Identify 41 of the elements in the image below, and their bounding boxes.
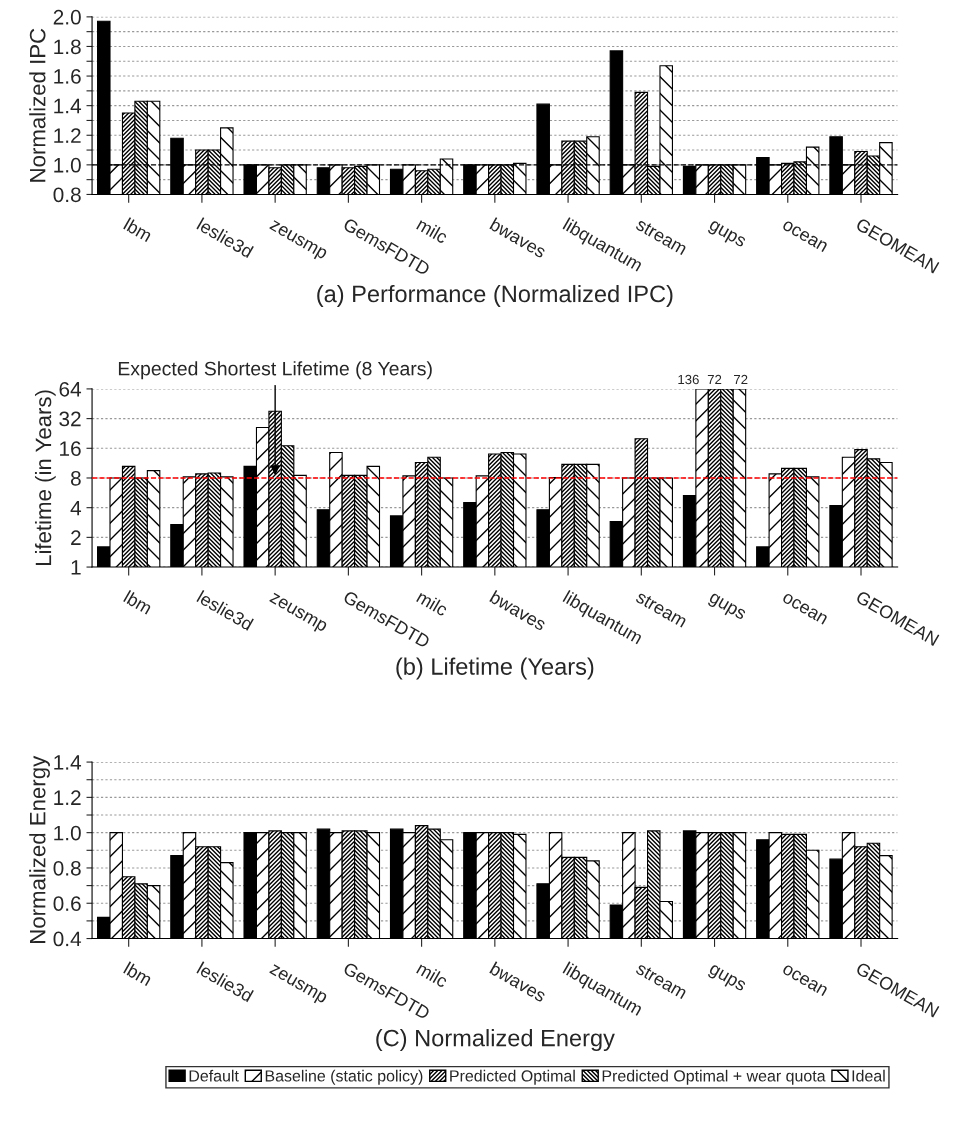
y-tick-label: 1.2 xyxy=(54,128,81,143)
y-tick-label: 64 xyxy=(59,381,82,397)
y-tick-label: 1 xyxy=(71,560,81,575)
y-tick-label: 1.6 xyxy=(54,69,81,84)
y-axis-title: Normalized Energy xyxy=(29,755,50,943)
y-tick-label: 1.2 xyxy=(54,790,81,805)
y-tick-label: 4 xyxy=(70,500,82,516)
x-tick-label: lbm xyxy=(123,589,153,615)
y-axis-title: Normalized IPC xyxy=(29,28,46,182)
x-tick-label: lbm xyxy=(123,217,153,243)
y-tick-label: 1.0 xyxy=(54,825,81,841)
x-axis-title: (a) Performance (Normalized IPC) xyxy=(317,284,673,307)
annotation: Expected Shortest Lifetime (8 Years) xyxy=(118,361,432,380)
y-tick-label: 2 xyxy=(71,530,81,545)
y-tick-label: 32 xyxy=(59,411,81,427)
y-tick-label: 1.4 xyxy=(54,755,82,770)
y-tick-label: 1.8 xyxy=(54,39,81,55)
x-axis-title: (b) Lifetime (Years) xyxy=(396,657,594,680)
y-axis-title: Lifetime (in Years) xyxy=(34,390,56,566)
y-tick-label: 2.0 xyxy=(53,9,81,25)
annotation: 72 xyxy=(707,374,722,385)
y-tick-label: 16 xyxy=(60,441,81,457)
y-tick-label: 8 xyxy=(70,470,81,486)
x-tick-label: gups xyxy=(706,592,747,624)
x-axis-title: (C) Normalized Energy xyxy=(376,1029,615,1052)
y-tick-label: 0.8 xyxy=(53,187,81,203)
legend-label: Predicted Optimal + wear quota xyxy=(602,1069,826,1085)
x-tick-label: gups xyxy=(706,964,747,995)
legend-label: Predicted Optimal xyxy=(450,1069,575,1085)
legend-label: Ideal xyxy=(852,1069,885,1082)
y-tick-label: 0.6 xyxy=(53,896,81,911)
y-tick-label: 0.4 xyxy=(53,931,82,947)
annotation: 72 xyxy=(734,374,748,385)
x-tick-label: gups xyxy=(706,219,747,251)
legend-label: Default xyxy=(189,1069,239,1082)
legend-label: Baseline (static policy) xyxy=(265,1069,423,1085)
annotation: 136 xyxy=(678,374,699,385)
x-tick-label: lbm xyxy=(123,961,153,987)
y-tick-label: 1.0 xyxy=(54,157,81,173)
y-tick-label: 0.8 xyxy=(53,860,81,876)
y-tick-label: 1.4 xyxy=(54,98,82,114)
